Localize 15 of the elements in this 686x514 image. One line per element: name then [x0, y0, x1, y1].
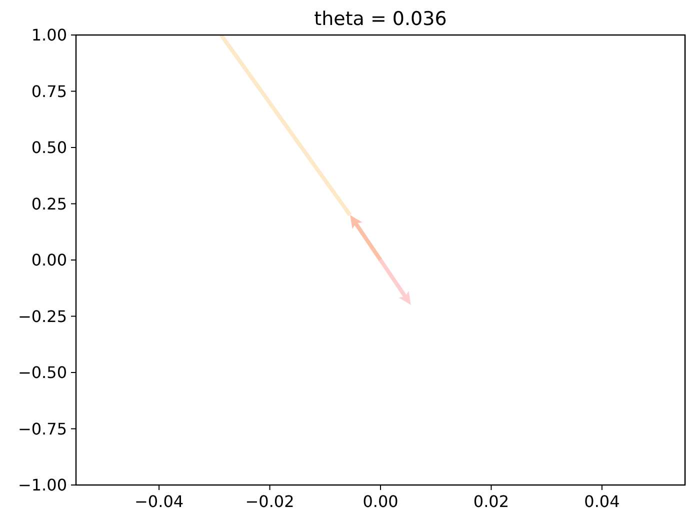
- y-tick-label: 0.50: [31, 138, 67, 158]
- y-tick-label: 0.00: [31, 250, 67, 270]
- y-tick-label: 0.75: [31, 82, 67, 101]
- chart-title: theta = 0.036: [314, 8, 447, 30]
- y-tick-label: 0.25: [31, 194, 67, 214]
- x-tick-label: 0.02: [473, 492, 510, 511]
- x-tick-label: 0.04: [584, 492, 620, 511]
- y-tick-label: −1.00: [18, 476, 67, 495]
- y-tick-label: −0.75: [18, 419, 67, 438]
- y-tick-label: −0.50: [18, 363, 67, 382]
- y-tick-label: −0.25: [18, 306, 67, 326]
- x-tick-label: 0.00: [362, 492, 398, 511]
- y-tick-label: 1.00: [31, 26, 67, 45]
- x-tick-label: −0.04: [134, 492, 184, 511]
- x-tick-label: −0.02: [245, 492, 294, 511]
